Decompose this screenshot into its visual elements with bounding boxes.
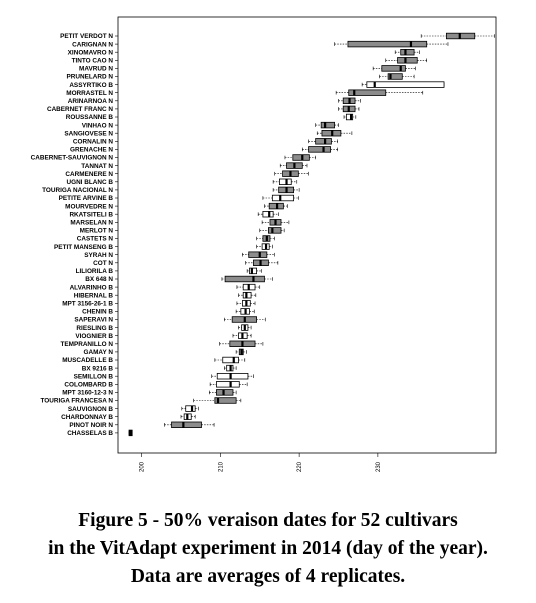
plot-frame [117, 16, 497, 454]
cultivar-label-chasselas-b: CHASSELAS B [67, 430, 113, 437]
box-muscadelle-b [222, 356, 239, 364]
box-cornalin-n [315, 138, 332, 145]
box-carignan-n [347, 40, 428, 48]
x-tick-label-230: 230 [376, 461, 382, 472]
cultivar-label-gamay-n: GAMAY N [84, 349, 114, 356]
box-xinomavro-n [400, 49, 415, 56]
box-mavrud-n [381, 65, 406, 72]
box-rkatsiteli-b [262, 210, 274, 218]
cultivar-label-carmenere-n: CARMENERE N [65, 171, 113, 178]
cultivar-label-sangiovese-n: SANGIOVESE N [64, 130, 113, 137]
x-axis: 200 210 220 230 [140, 453, 382, 472]
cultivar-label-morrastel-n: MORRASTEL N [66, 90, 113, 97]
cultivar-label-sauvignon-b: SAUVIGNON B [68, 406, 113, 413]
cultivar-label-petite-arvine-b: PETITE ARVINE B [59, 195, 114, 202]
x-tick-label-200: 200 [140, 461, 146, 472]
box-grenache-n [308, 146, 332, 153]
cultivar-label-cornalin-n: CORNALIN N [73, 139, 114, 146]
cultivar-label-castets-n: CASTETS N [77, 236, 114, 243]
cultivar-label-roussanne-b: ROUSSANNE B [66, 114, 114, 121]
cultivar-label-hibernal-b: HIBERNAL B [74, 292, 114, 299]
cultivar-label-syrah-n: SYRAH N [84, 252, 113, 259]
caption-line-2: in the VitAdapt experiment in 2014 (day … [48, 538, 488, 559]
cultivar-label-viognier-b: VIOGNIER B [75, 333, 113, 340]
box-assyrtiko-b [366, 81, 445, 88]
box-touriga-francesa-n [214, 397, 237, 404]
cultivar-label-arinarnoa-n: ARINARNOA N [68, 98, 114, 105]
cultivar-label-rkatsiteli-b: RKATSITELI B [69, 211, 113, 218]
cultivar-label-cot-n: COT N [93, 260, 113, 267]
box-roussanne-b [345, 113, 354, 121]
box-tinto-cao-n [397, 57, 418, 64]
cultivar-label-vinhao-n: VINHAO N [82, 122, 114, 129]
cultivar-label-ugni-blanc-b: UGNI BLANC B [66, 179, 113, 186]
cultivar-label-bx-9216-b: BX 9216 B [82, 365, 114, 372]
cultivar-label-colombard-b: COLOMBARD B [64, 382, 113, 389]
box-merlot-n [268, 227, 282, 234]
cultivar-label-mpt-3160-12-3-n: MPT 3160-12-3 N [62, 390, 113, 397]
cultivar-label-bx-648-n: BX 648 N [85, 276, 113, 283]
box-sauvignon-b [185, 405, 196, 412]
cultivar-label-prunelard-n: PRUNELARD N [66, 74, 113, 81]
x-tick-label-220: 220 [297, 461, 303, 472]
cultivar-label-xinomavro-n: XINOMAVRO N [68, 49, 114, 56]
figure-caption: Figure 5 - 50% veraison dates for 52 cul… [0, 507, 536, 591]
cultivar-label-cabernet-sauvignon-n: CABERNET-SAUVIGNON N [31, 155, 114, 162]
box-cabernet-sauvignon-n [292, 154, 310, 161]
caption-line-1: Figure 5 - 50% veraison dates for 52 cul… [78, 510, 458, 531]
box-semillon-b [216, 372, 249, 380]
cultivar-label-mavrud-n: MAVRUD N [79, 66, 113, 73]
box-petite-arvine-b [271, 194, 295, 202]
cultivar-label-muscadelle-b: MUSCADELLE B [62, 357, 113, 364]
cultivar-label-mpt-3156-26-1-b: MPT 3156-26-1 B [62, 301, 113, 308]
box-liliorila-b [249, 267, 257, 275]
box-vinhao-n [320, 121, 335, 129]
box-bx-648-n [224, 275, 265, 283]
cultivar-label-grenache-n: GRENACHE N [70, 147, 113, 154]
cultivar-label-assyrtiko-b: ASSYRTIKO B [69, 82, 113, 89]
box-mpt-3160-12-3-n [216, 389, 234, 396]
cultivar-label-liliorila-b: LILIORILA B [76, 268, 114, 275]
box-pinot-noir-n [171, 421, 202, 428]
cultivar-label-marselan-n: MARSELAN N [70, 220, 113, 227]
cultivar-label-tinto-cao-n: TINTO CAO N [72, 58, 114, 65]
cultivar-label-cabernet-franc-n: CABERNET FRANC N [47, 106, 113, 113]
box-syrah-n [248, 251, 268, 258]
cultivar-label-touriga-nacional-n: TOURIGA NACIONAL N [42, 187, 113, 194]
cultivar-label-merlot-n: MERLOT N [80, 228, 114, 235]
cultivar-label-saperavi-n: SAPERAVI N [74, 317, 113, 324]
cultivar-label-chardonnay-b: CHARDONNAY B [61, 414, 113, 421]
cultivar-label-semillon-b: SEMILLON B [74, 373, 114, 380]
caption-line-3: Data are averages of 4 replicates. [130, 566, 406, 587]
cultivar-label-petit-manseng-b: PETIT MANSENG B [54, 244, 113, 251]
box-morrastel-n [348, 89, 387, 96]
cultivar-label-touriga-francesa-n: TOURIGA FRANCESA N [40, 398, 113, 405]
box-layer [128, 32, 495, 437]
cultivar-label-tempranillo-n: TEMPRANILLO N [60, 341, 113, 348]
cultivar-label-petit-verdot-n: PETIT VERDOT N [60, 33, 113, 40]
cultivar-label-tannat-n: TANNAT N [81, 163, 113, 170]
cultivar-label-carignan-n: CARIGNAN N [72, 41, 113, 48]
cultivar-label-riesling-b: RIESLING B [76, 325, 113, 332]
cultivar-label-mourvedre-n: MOURVEDRE N [65, 203, 113, 210]
x-tick-label-210: 210 [218, 461, 224, 472]
cultivar-label-pinot-noir-n: PINOT NOIR N [69, 422, 113, 429]
box-colombard-b [216, 381, 240, 388]
box-ugni-blanc-b [279, 178, 292, 185]
cultivar-label-alvarinho-b: ALVARINHO B [70, 284, 114, 291]
cultivar-label-chenin-b: CHENIN B [82, 309, 113, 316]
box-prunelard-n [387, 73, 403, 80]
